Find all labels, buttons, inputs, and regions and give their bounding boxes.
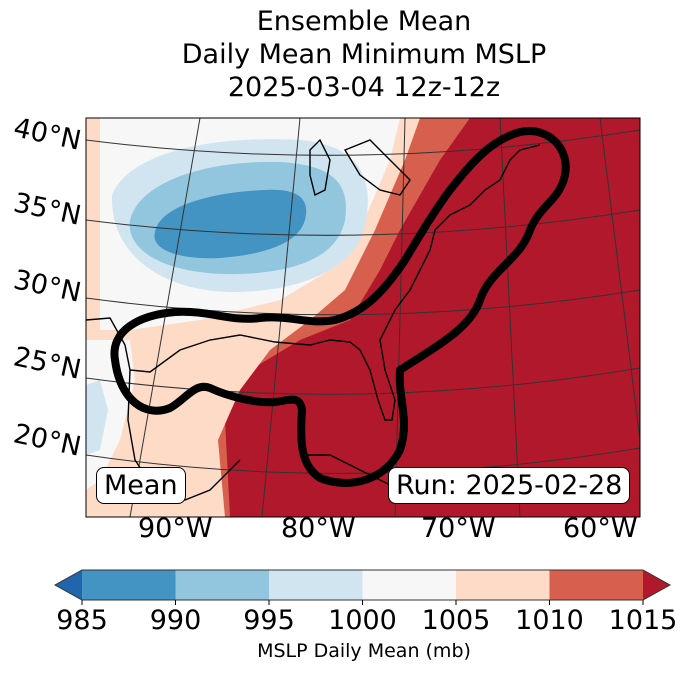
run-date-annotation: Run: 2025-02-28 [388, 467, 631, 504]
coastline-lake-michigan [309, 138, 331, 197]
colorbar-bin-1000-1005 [362, 570, 457, 600]
graticule-lat-30 [86, 289, 640, 316]
coastline-cuba [300, 454, 401, 491]
graticule-lat-40 [86, 129, 640, 156]
colorbar-extend-max [643, 570, 670, 600]
colorbar-label: MSLP Daily Mean (mb) [257, 640, 471, 662]
colorbar-tick-label: 1010 [515, 605, 584, 636]
colorbar [53, 569, 672, 605]
colorbar-extend-min [55, 570, 82, 600]
graticule-lon-90 [129, 118, 201, 517]
colorbar-bin-1010-1015 [549, 570, 644, 600]
coastline-us [86, 144, 541, 421]
map-plot-area [86, 118, 640, 517]
colorbar-tick-label: 1000 [328, 605, 397, 636]
title-line-3: 2025-03-04 12z-12z [227, 72, 501, 103]
mean-annotation: Mean [96, 467, 186, 504]
lon-label-90: 90°W [138, 513, 213, 544]
contour-outline [110, 127, 570, 487]
field-995-1000-sw [86, 380, 108, 455]
colorbar-tick-label: 1005 [421, 605, 491, 636]
colorbar-tick-label: 990 [149, 605, 202, 636]
colorbar-bin-1005-1010 [456, 570, 550, 600]
title-line-1: Ensemble Mean [256, 6, 472, 37]
graticule-lat-35 [86, 209, 640, 236]
graticule-lon-70 [499, 118, 521, 517]
graticule-lat-20 [86, 447, 640, 474]
lon-label-60: 60°W [563, 513, 638, 544]
title-line-2: Daily Mean Minimum MSLP [181, 39, 547, 70]
lon-label-80: 80°W [281, 513, 356, 544]
map-frame [85, 117, 641, 518]
colorbar-bin-985-990 [82, 570, 176, 600]
colorbar-tick-label: 985 [56, 605, 108, 636]
colorbar-bin-990-995 [175, 570, 270, 600]
lon-label-70: 70°W [421, 513, 496, 544]
chart-title: Ensemble Mean Daily Mean Minimum MSLP 20… [0, 5, 688, 104]
colorbar-tick-label: 995 [243, 605, 295, 636]
colorbar-tick-label: 1015 [608, 605, 678, 636]
graticule-lon-65 [599, 118, 640, 441]
field-985-990 [154, 189, 307, 259]
coastline-great-lakes [343, 139, 411, 196]
graticule-lat-25 [86, 367, 640, 395]
colorbar-bin-995-1000 [269, 570, 363, 600]
